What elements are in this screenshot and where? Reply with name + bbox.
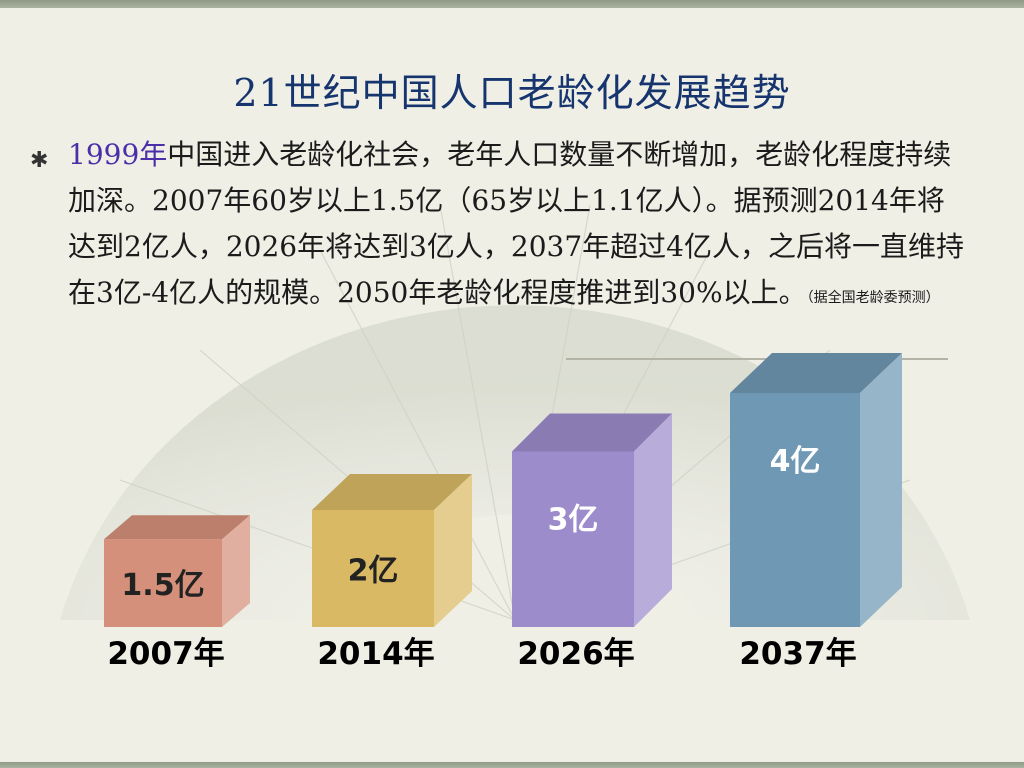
paragraph-text: 中国进入老龄化社会，老年人口数量不断增加，老龄化程度持续加深。2007年60岁以…	[68, 138, 964, 309]
bar-value-label: 4亿	[770, 444, 821, 479]
body-paragraph: 1999年中国进入老龄化社会，老年人口数量不断增加，老龄化程度持续加深。2007…	[68, 132, 968, 321]
bar-value-label: 2亿	[348, 554, 399, 589]
bar-value-label: 1.5亿	[121, 568, 204, 603]
slide-title: 21世纪中国人口老龄化发展趋势	[233, 71, 791, 115]
bar-1: 1.5亿 2007年	[104, 515, 250, 672]
bar-front-face	[312, 510, 434, 627]
x-tick-label: 2007年	[107, 636, 224, 672]
source-note: （据全国老龄委预测）	[806, 290, 940, 306]
bullet-star-icon: ✱	[30, 148, 49, 173]
bar-3: 3亿 2026年	[512, 413, 672, 672]
bar-top-face	[730, 353, 902, 393]
bar-side-face	[634, 413, 672, 627]
bar-value-label: 3亿	[548, 503, 599, 538]
bar-side-face	[434, 474, 472, 627]
bottom-frame-border	[0, 762, 1024, 768]
highlight-year: 1999年	[68, 138, 168, 171]
bar-front-face	[512, 451, 634, 627]
bar-side-face	[860, 353, 902, 627]
divider-line	[566, 358, 948, 360]
bar-top-face	[104, 515, 250, 540]
bar-2: 2亿 2014年	[312, 474, 472, 672]
bar-front-face	[104, 539, 222, 627]
bar-top-face	[312, 474, 472, 510]
bar-side-face	[222, 515, 250, 627]
x-tick-label: 2014年	[317, 636, 434, 672]
bar-4: 4亿 2037年	[730, 353, 902, 672]
bar-top-face	[512, 413, 672, 452]
top-frame-border	[0, 0, 1024, 8]
x-tick-label: 2026年	[517, 636, 634, 672]
x-tick-label: 2037年	[739, 636, 856, 672]
bar-front-face	[730, 393, 860, 627]
